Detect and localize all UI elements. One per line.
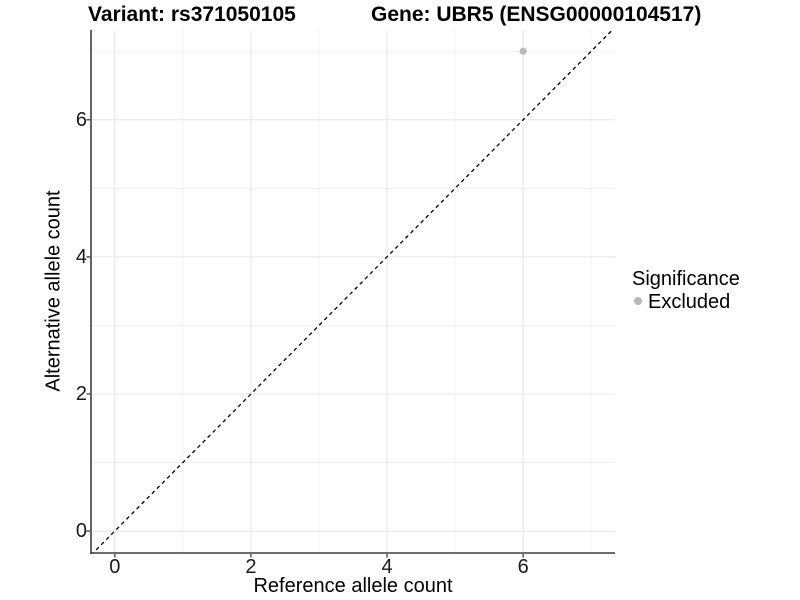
plot-title-gene: Gene: UBR5 (ENSG00000104517) [371,3,702,26]
y-tick-label: 2 [75,382,87,405]
x-tick-label: 6 [517,556,529,578]
x-tick-label: 0 [109,556,121,578]
legend-item: Excluded [628,291,740,313]
y-tick-label: 0 [75,520,87,543]
y-tick-label: 4 [75,245,87,268]
x-tick-label: 2 [245,556,257,578]
x-axis-title: Reference allele count [253,575,453,597]
legend-item-label: Excluded [648,291,731,313]
legend-point-icon [634,297,642,305]
y-tick-label: 6 [75,108,87,131]
y-axis-title: Alternative allele count [42,190,65,392]
legend-title: Significance [632,268,740,290]
identity-line [92,29,615,553]
plot-title-variant: Variant: rs371050105 [88,3,296,26]
x-tick-label: 4 [381,556,393,578]
legend: Significance Excluded [628,268,740,313]
data-point [519,47,527,55]
